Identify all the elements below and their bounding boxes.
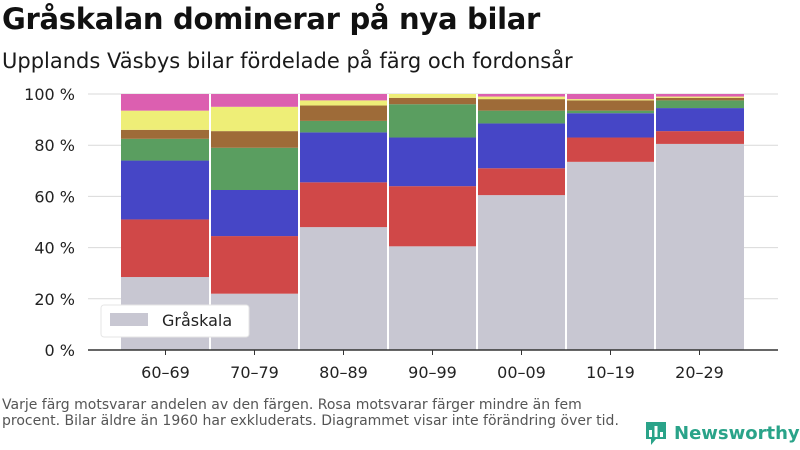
chart-title: Gråskalan dominerar på nya bilar [2, 2, 541, 36]
bar-segment [477, 195, 566, 350]
x-tick-label: 60–69 [141, 363, 190, 382]
footnote: Varje färg motsvarar andelen av den färg… [2, 397, 619, 429]
bar-segment [566, 100, 655, 111]
y-tick-label: 100 % [24, 85, 75, 104]
bar-segment [566, 137, 655, 162]
bar-segment [121, 219, 210, 278]
bar-segment [477, 110, 566, 124]
bar-segment [299, 105, 388, 121]
y-tick-label: 60 % [34, 187, 75, 206]
bar-segment [388, 246, 477, 350]
legend-label: Gråskala [162, 311, 232, 330]
y-tick-label: 40 % [34, 239, 75, 258]
x-tick-label: 20–29 [675, 363, 724, 382]
bar-segment [388, 97, 477, 105]
brand-logo: Newsworthy [644, 420, 800, 446]
bar-segment [655, 97, 744, 101]
bar-segment [388, 186, 477, 247]
bar-segment [210, 147, 299, 190]
bar-segment [388, 137, 477, 187]
bar-segment [388, 94, 477, 98]
brand-name: Newsworthy [674, 422, 800, 444]
bar-segment [121, 138, 210, 161]
bar-segment [477, 168, 566, 196]
bar-segment [210, 106, 299, 132]
x-tick-label: 70–79 [230, 363, 279, 382]
bar-segment [121, 160, 210, 220]
bar-segment [655, 96, 744, 98]
bar-segment [299, 100, 388, 106]
bar-segment [566, 110, 655, 114]
bar-segment [566, 99, 655, 101]
bar-segment [655, 100, 744, 109]
bar-segment [477, 99, 566, 111]
bar-segment [388, 104, 477, 138]
x-tick-label: 10–19 [586, 363, 635, 382]
bar-segment [655, 108, 744, 132]
bar-segment [655, 143, 744, 350]
bar-segment [210, 236, 299, 294]
bar-segment [477, 94, 566, 97]
bar-segment [299, 120, 388, 133]
chart-subtitle: Upplands Väsbys bilar fördelade på färg … [2, 49, 573, 73]
bar-segment [655, 94, 744, 97]
y-tick-label: 80 % [34, 136, 75, 155]
bar-segment [210, 131, 299, 148]
bar-segment [121, 110, 210, 130]
y-tick-label: 20 % [34, 290, 75, 309]
bar-segment [566, 161, 655, 350]
bar-segment [477, 96, 566, 100]
x-tick-label: 90–99 [408, 363, 457, 382]
bar-segment [299, 227, 388, 350]
y-tick-label: 0 % [45, 341, 75, 360]
bar-segment [210, 190, 299, 237]
bar-segment [477, 123, 566, 169]
legend-swatch [110, 313, 148, 326]
bar-segment [299, 94, 388, 101]
bar-segment [655, 131, 744, 144]
bar-segment [566, 113, 655, 138]
bar-segment [121, 129, 210, 139]
bar-segment [299, 182, 388, 228]
bar-segment [210, 94, 299, 107]
bar-segment [566, 94, 655, 100]
x-tick-label: 00–09 [497, 363, 546, 382]
stacked-bar-chart: 0 % 20 % 40 % 60 % 80 % 100 % 60–69 70–79 80–89 9… [24, 85, 778, 382]
x-tick-label: 80–89 [319, 363, 368, 382]
bar-segment [299, 132, 388, 183]
bar-segment [121, 94, 210, 111]
bar-chart-logo-icon [646, 422, 666, 445]
